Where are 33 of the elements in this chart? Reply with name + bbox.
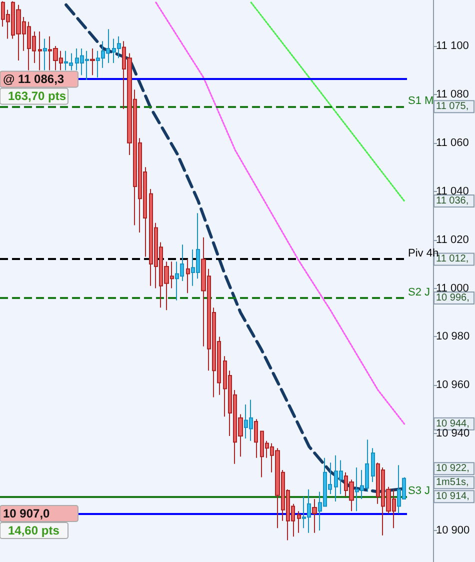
text: 10 944,: [436, 418, 470, 430]
text: 10 996,: [436, 292, 470, 304]
y-tick-label: 11 080: [436, 88, 469, 100]
candlestick: [43, 38, 47, 71]
text: 1m51s,: [436, 477, 469, 488]
text: 11 075,: [436, 101, 469, 112]
candlestick: [371, 448, 375, 483]
candlestick: [312, 498, 317, 534]
candlestick: [254, 418, 258, 458]
line-series: [155, 2, 406, 425]
ref-line-label: S3 J: [408, 485, 430, 498]
y-tick-label: 11 000: [436, 282, 469, 294]
y-tick-label: 11 020: [436, 234, 469, 246]
candlestick: [90, 48, 95, 76]
candlestick: [186, 258, 190, 294]
candlestick: [297, 510, 301, 534]
y-tick-label: 10 980: [436, 330, 470, 343]
y-tick-label: 10 900: [436, 524, 470, 537]
ref-line-label: 10 907,0 14,60 pts: [3, 506, 60, 538]
text: 10 914,: [436, 491, 470, 502]
y-tick-label: 11 060: [436, 136, 469, 149]
y-tick-label: 11 040: [436, 185, 469, 198]
ref-line-label: S2 J: [408, 286, 430, 298]
text: 11 036,: [436, 196, 469, 207]
y-tick-label: 11 100: [436, 40, 469, 52]
text: 10 922,: [436, 463, 470, 474]
ref-line-label: Piv 4h: [408, 248, 439, 260]
y-tick-label: 10 940: [436, 428, 470, 440]
ref-line-label: S1 M: [408, 95, 434, 108]
y-tick-label: 10 960: [436, 379, 470, 392]
text: 11 012,: [436, 254, 469, 265]
candlestick: [38, 30, 42, 71]
ref-line-label: @ 11 086,3 163,70 pts: [3, 72, 66, 104]
